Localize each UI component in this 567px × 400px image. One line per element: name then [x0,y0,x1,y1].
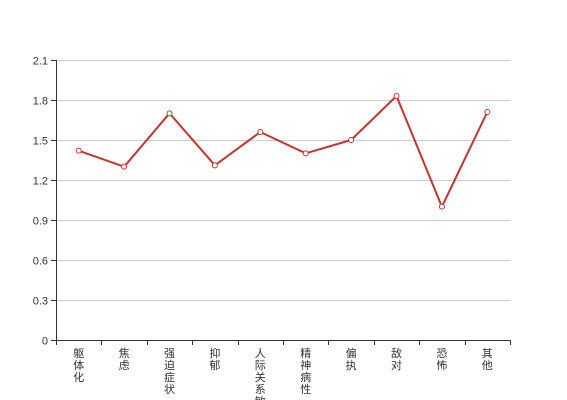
data-point[interactable] [121,163,128,170]
x-tick-label: 精神病性 [300,347,311,396]
x-tick-label: 强迫症状 [164,348,175,396]
series-line [78,95,489,208]
y-axis: 0 0.3 0.6 0.9 1.2 1.5 1.8 2.1 [33,56,57,348]
x-tick-label: 敌对 [391,346,402,372]
y-tick-label: 1.5 [33,136,48,148]
data-point[interactable] [302,150,309,157]
data-point[interactable] [75,147,82,154]
data-point[interactable] [438,203,445,210]
data-point[interactable] [348,137,355,143]
x-tick-label: 人际关系敏感 [255,347,266,400]
y-tick-label: 0 [42,336,48,348]
y-tick-label: 2.1 [33,56,48,68]
x-tick-label: 躯体化 [73,347,84,384]
x-tick-label: 其他 [482,347,493,372]
y-tick-label: 1.2 [33,176,48,188]
x-tick-label: 焦虑 [119,347,130,372]
y-tick-label: 0.3 [33,296,48,308]
x-axis: 躯体化 焦虑 强迫症状 抑郁 人际关系敏感 精神病性 偏执 敌对 恐怖 其他 [56,340,511,400]
x-tick-label: 恐怖 [436,347,447,372]
y-tick-label: 0.9 [33,216,48,228]
grid-lines [56,60,510,301]
y-tick-label: 1.8 [33,96,48,108]
data-point[interactable] [166,110,173,117]
data-point[interactable] [211,162,218,169]
data-point[interactable] [257,129,264,135]
series-layer [75,93,491,210]
x-tick-label: 偏执 [346,346,357,372]
data-point[interactable] [393,93,400,99]
y-tick-label: 0.6 [33,256,48,268]
data-point[interactable] [484,109,491,115]
x-tick-label: 抑郁 [209,346,220,372]
